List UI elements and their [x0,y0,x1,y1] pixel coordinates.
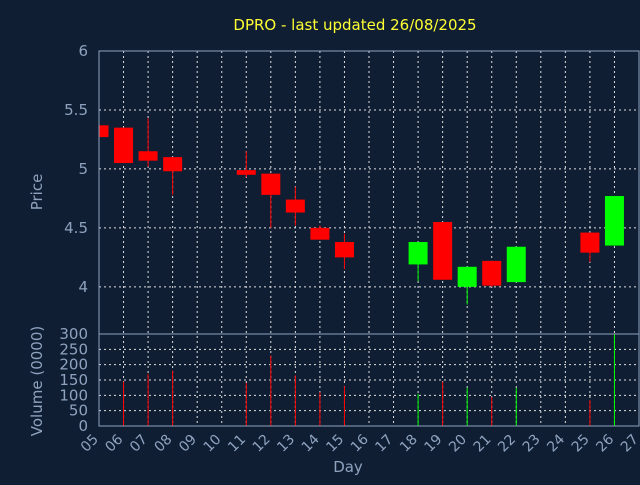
candle-body-06 [114,127,134,164]
candle-body-25 [580,232,600,253]
price-tick-label: 5 [78,160,88,178]
x-tick-label-19: 19 [422,432,446,456]
volume-tick-label: 250 [59,340,88,358]
volume-tick-label: 50 [69,402,88,420]
x-tick-label-16: 16 [348,431,372,455]
candle-body-12 [261,173,281,195]
volume-tick-label: 200 [59,356,88,374]
price-tick-label: 6 [78,42,88,60]
candle-body-18 [408,242,428,265]
x-tick-label-23: 23 [520,432,544,456]
x-tick-label-27: 27 [618,432,640,456]
chart-title: DPRO - last updated 26/08/2025 [233,16,476,34]
x-axis-label: Day [333,458,363,476]
x-tick-label-06: 06 [102,431,126,455]
x-tick-label-18: 18 [397,432,421,456]
price-tick-label: 5.5 [64,101,88,119]
volume-axis-label: Volume (0000) [28,326,46,436]
x-tick-label-14: 14 [299,431,323,455]
x-tick-label-21: 21 [471,432,495,456]
candle-body-26 [604,196,624,246]
x-tick-label-26: 26 [593,431,617,455]
candle-body-08 [163,157,183,172]
volume-tick-label: 300 [59,325,88,343]
grid-lines [99,51,639,426]
volume-tick-label: 100 [59,386,88,404]
price-tick-label: 4.5 [64,219,88,237]
x-tick-label-10: 10 [201,432,225,456]
candle-body-05 [99,125,109,138]
candle-body-21 [482,260,502,286]
x-tick-label-25: 25 [569,432,593,456]
candle-body-11 [236,170,256,175]
x-tick-label-07: 07 [127,432,151,456]
x-tick-label-12: 12 [250,432,274,456]
volume-tick-label: 150 [59,371,88,389]
x-tick-label-13: 13 [274,432,298,456]
volume-panel-frame [98,333,640,427]
x-tick-label-24: 24 [544,431,568,455]
candle-body-07 [138,151,158,161]
x-tick-label-05: 05 [78,432,102,456]
y-axis-label: Price [28,174,46,211]
x-tick-label-22: 22 [495,432,519,456]
price-tick-label: 4 [78,278,88,296]
x-tick-label-08: 08 [152,432,176,456]
candle-body-22 [506,246,526,283]
x-tick-label-17: 17 [372,432,396,456]
x-tick-label-11: 11 [225,432,249,456]
candles [98,118,624,305]
candle-body-13 [285,199,305,213]
volume-bars [123,334,615,426]
candle-body-14 [310,227,330,240]
candle-body-15 [334,242,354,258]
x-tick-label-20: 20 [446,432,470,456]
x-tick-label-09: 09 [176,432,200,456]
volume-tick-label: 0 [78,417,88,435]
candle-body-19 [433,221,453,280]
x-tick-label-15: 15 [323,432,347,456]
candle-body-20 [457,266,477,287]
